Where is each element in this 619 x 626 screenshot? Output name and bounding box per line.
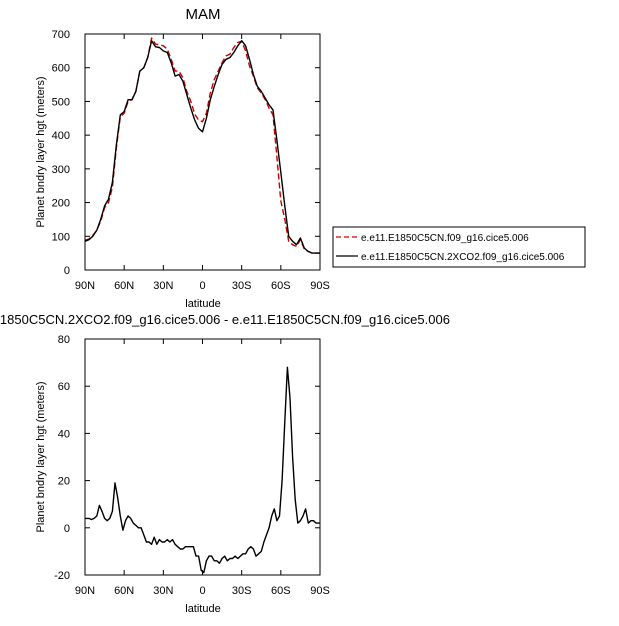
top-x-tick-label: 90N <box>75 280 95 292</box>
bottom-chart: e.e11.E1850C5CN.2XCO2.f09_g16.cice5.006 … <box>0 312 450 615</box>
top-y-tick-label: 300 <box>52 164 70 176</box>
top-y-tick-label: 0 <box>64 265 70 277</box>
legend: e.e11.E1850C5CN.f09_g16.cice5.006 e.e11.… <box>332 226 586 268</box>
top-y-tick-label: 100 <box>52 231 70 243</box>
top-chart-ticks: 90N 60N 30N 0 30S 60S 90S 0 100 200 300 400 500 600 70… <box>52 29 330 292</box>
bottom-x-tick-label: 90S <box>310 585 330 597</box>
bottom-chart-ticks: 90N 60N 30N 0 30S 60S 90S -20 0 20 40 60 80 <box>54 334 330 597</box>
bottom-x-tick-label: 30S <box>232 585 252 597</box>
top-y-tick-label: 500 <box>52 96 70 108</box>
bottom-chart-x-axis-label: latitude <box>185 603 220 615</box>
bottom-x-tick-label: 0 <box>199 585 205 597</box>
top-x-tick-label: 30N <box>153 280 173 292</box>
top-y-tick-label: 400 <box>52 130 70 142</box>
top-y-tick-label: 200 <box>52 198 70 210</box>
legend-label-control: e.e11.E1850C5CN.f09_g16.cice5.006 <box>361 233 529 244</box>
top-chart-x-axis-label: latitude <box>185 298 220 310</box>
legend-box <box>332 226 586 268</box>
top-chart-title: MAM <box>186 6 221 23</box>
top-series-line-experiment <box>84 40 320 254</box>
top-chart-frame <box>84 33 321 271</box>
top-x-tick-label: 30S <box>232 280 252 292</box>
bottom-x-tick-label: 90N <box>75 585 95 597</box>
bottom-chart-y-axis-label: Planet bndry layer hgt (meters) <box>35 381 47 532</box>
bottom-y-tick-label: 60 <box>58 381 70 393</box>
bottom-chart-frame <box>84 338 321 576</box>
top-y-tick-label: 600 <box>52 63 70 75</box>
bottom-x-tick-label: 30N <box>153 585 173 597</box>
top-x-tick-label: 90S <box>310 280 330 292</box>
top-x-tick-label: 60N <box>114 280 134 292</box>
top-x-tick-label: 0 <box>199 280 205 292</box>
top-series-line-control <box>84 37 320 254</box>
bottom-y-tick-label: -20 <box>54 570 70 582</box>
bottom-y-tick-label: 80 <box>58 334 70 346</box>
bottom-series-line-experiment <box>85 366 320 574</box>
legend-label-experiment: e.e11.E1850C5CN.2XCO2.f09_g16.cice5.006 <box>361 252 565 263</box>
bottom-chart-title: e.e11.E1850C5CN.2XCO2.f09_g16.cice5.006 … <box>0 312 450 327</box>
bottom-y-tick-label: 20 <box>58 476 70 488</box>
top-chart-y-axis-label: Planet bndry layer hgt (meters) <box>35 76 47 227</box>
top-chart: MAM Planet bndry layer hgt (meters) lati… <box>35 6 330 310</box>
bottom-x-tick-label: 60S <box>271 585 291 597</box>
top-chart-series <box>84 37 320 254</box>
bottom-chart-series <box>85 366 320 574</box>
bottom-y-tick-label: 40 <box>58 428 70 440</box>
top-y-tick-label: 700 <box>52 29 70 41</box>
top-x-tick-label: 60S <box>271 280 291 292</box>
bottom-x-tick-label: 60N <box>114 585 134 597</box>
bottom-y-tick-label: 0 <box>64 523 70 535</box>
